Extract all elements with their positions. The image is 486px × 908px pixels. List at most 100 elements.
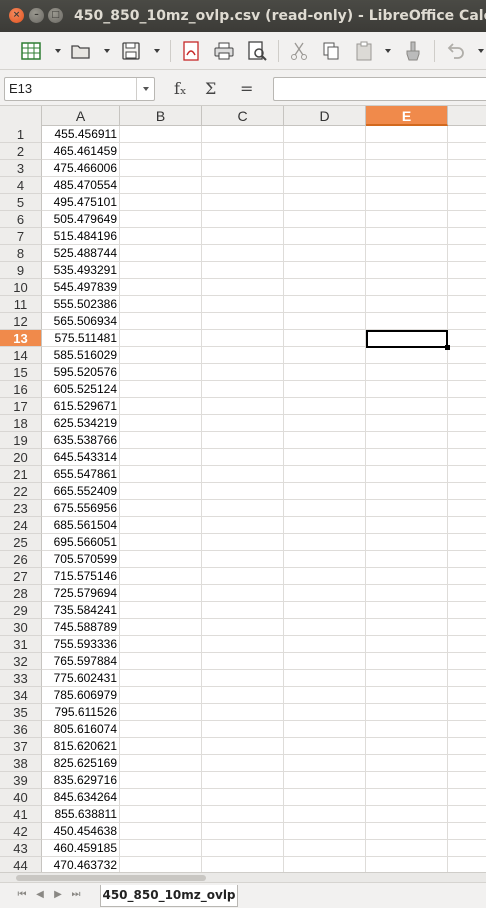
cell-d[interactable] bbox=[284, 296, 366, 313]
cell-a[interactable]: 495.475101 bbox=[42, 194, 120, 211]
row-header[interactable]: 8 bbox=[0, 245, 42, 262]
row-header[interactable]: 32 bbox=[0, 653, 42, 670]
cell-d[interactable] bbox=[284, 245, 366, 262]
cell-a[interactable]: 825.625169 bbox=[42, 755, 120, 772]
cell-a[interactable]: 705.570599 bbox=[42, 551, 120, 568]
cell-f[interactable] bbox=[448, 143, 486, 160]
cell-c[interactable] bbox=[202, 398, 284, 415]
cell-a[interactable]: 535.493291 bbox=[42, 262, 120, 279]
cell-b[interactable] bbox=[120, 364, 202, 381]
open-folder-icon[interactable] bbox=[70, 40, 92, 62]
cell-e[interactable] bbox=[366, 568, 448, 585]
row-header[interactable]: 1 bbox=[0, 126, 42, 143]
cell-f[interactable] bbox=[448, 721, 486, 738]
cell-e[interactable] bbox=[366, 551, 448, 568]
row-header[interactable]: 36 bbox=[0, 721, 42, 738]
cell-e[interactable] bbox=[366, 143, 448, 160]
cell-a[interactable]: 455.456911 bbox=[42, 126, 120, 143]
cell-c[interactable] bbox=[202, 687, 284, 704]
formula-icon[interactable]: = bbox=[240, 79, 254, 98]
cell-f[interactable] bbox=[448, 415, 486, 432]
cell-c[interactable] bbox=[202, 806, 284, 823]
row-header[interactable]: 22 bbox=[0, 483, 42, 500]
cell-c[interactable] bbox=[202, 653, 284, 670]
cell-a[interactable]: 635.538766 bbox=[42, 432, 120, 449]
previous-sheet-icon[interactable]: ◀ bbox=[36, 889, 44, 900]
cell-d[interactable] bbox=[284, 483, 366, 500]
cell-e[interactable] bbox=[366, 296, 448, 313]
cut-icon[interactable] bbox=[288, 40, 310, 62]
spreadsheet-icon[interactable] bbox=[20, 40, 42, 62]
undo-icon[interactable] bbox=[444, 40, 466, 62]
row-header[interactable]: 29 bbox=[0, 602, 42, 619]
cell-e[interactable] bbox=[366, 381, 448, 398]
cell-b[interactable] bbox=[120, 517, 202, 534]
row-header[interactable]: 9 bbox=[0, 262, 42, 279]
cell-f[interactable] bbox=[448, 755, 486, 772]
cell-b[interactable] bbox=[120, 228, 202, 245]
cell-a[interactable]: 675.556956 bbox=[42, 500, 120, 517]
cell-f[interactable] bbox=[448, 364, 486, 381]
cell-d[interactable] bbox=[284, 347, 366, 364]
row-header[interactable]: 33 bbox=[0, 670, 42, 687]
cell-c[interactable] bbox=[202, 636, 284, 653]
cell-a[interactable]: 555.502386 bbox=[42, 296, 120, 313]
cell-a[interactable]: 805.616074 bbox=[42, 721, 120, 738]
cell-c[interactable] bbox=[202, 211, 284, 228]
cell-b[interactable] bbox=[120, 585, 202, 602]
row-header[interactable]: 41 bbox=[0, 806, 42, 823]
row-header[interactable]: 24 bbox=[0, 517, 42, 534]
column-header-f[interactable] bbox=[448, 106, 486, 126]
cell-a[interactable]: 465.461459 bbox=[42, 143, 120, 160]
cell-a[interactable]: 845.634264 bbox=[42, 789, 120, 806]
cell-f[interactable] bbox=[448, 670, 486, 687]
cell-b[interactable] bbox=[120, 313, 202, 330]
cell-f[interactable] bbox=[448, 194, 486, 211]
cell-a[interactable]: 795.611526 bbox=[42, 704, 120, 721]
cell-d[interactable] bbox=[284, 262, 366, 279]
row-header[interactable]: 40 bbox=[0, 789, 42, 806]
cell-f[interactable] bbox=[448, 585, 486, 602]
cell-e[interactable] bbox=[366, 160, 448, 177]
cell-a[interactable]: 665.552409 bbox=[42, 483, 120, 500]
cell-a[interactable]: 645.543314 bbox=[42, 449, 120, 466]
cell-a[interactable]: 835.629716 bbox=[42, 772, 120, 789]
cell-b[interactable] bbox=[120, 347, 202, 364]
print-preview-icon[interactable] bbox=[246, 40, 268, 62]
cell-a[interactable]: 815.620621 bbox=[42, 738, 120, 755]
cell-f[interactable] bbox=[448, 330, 486, 347]
cell-a[interactable]: 615.529671 bbox=[42, 398, 120, 415]
cell-e[interactable] bbox=[366, 126, 448, 143]
cell-d[interactable] bbox=[284, 211, 366, 228]
cell-c[interactable] bbox=[202, 670, 284, 687]
cell-e[interactable] bbox=[366, 449, 448, 466]
cell-c[interactable] bbox=[202, 755, 284, 772]
export-pdf-icon[interactable] bbox=[180, 40, 202, 62]
cell-c[interactable] bbox=[202, 721, 284, 738]
cell-e[interactable] bbox=[366, 823, 448, 840]
cell-f[interactable] bbox=[448, 126, 486, 143]
cell-d[interactable] bbox=[284, 806, 366, 823]
row-header[interactable]: 11 bbox=[0, 296, 42, 313]
row-header[interactable]: 13 bbox=[0, 330, 42, 347]
maximize-window-button[interactable]: □ bbox=[48, 8, 63, 23]
cell-a[interactable]: 785.606979 bbox=[42, 687, 120, 704]
cell-c[interactable] bbox=[202, 228, 284, 245]
cell-c[interactable] bbox=[202, 517, 284, 534]
row-header[interactable]: 20 bbox=[0, 449, 42, 466]
cell-d[interactable] bbox=[284, 415, 366, 432]
cell-e[interactable] bbox=[366, 602, 448, 619]
cell-b[interactable] bbox=[120, 500, 202, 517]
cell-d[interactable] bbox=[284, 619, 366, 636]
row-header[interactable]: 27 bbox=[0, 568, 42, 585]
cell-e[interactable] bbox=[366, 653, 448, 670]
cell-c[interactable] bbox=[202, 534, 284, 551]
cell-c[interactable] bbox=[202, 772, 284, 789]
cell-a[interactable]: 450.454638 bbox=[42, 823, 120, 840]
cell-e[interactable] bbox=[366, 398, 448, 415]
cell-e[interactable] bbox=[366, 687, 448, 704]
cell-e[interactable] bbox=[366, 789, 448, 806]
cell-a[interactable]: 655.547861 bbox=[42, 466, 120, 483]
cell-f[interactable] bbox=[448, 228, 486, 245]
cell-b[interactable] bbox=[120, 823, 202, 840]
